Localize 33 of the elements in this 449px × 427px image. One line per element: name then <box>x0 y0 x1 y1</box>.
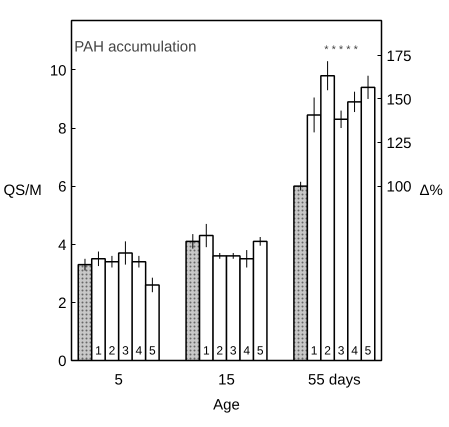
text: 1 <box>310 344 318 358</box>
y-tick-label: 10 <box>50 62 67 80</box>
text: 4 <box>243 344 250 358</box>
y2-tick-label: 125 <box>386 135 412 152</box>
y-tick-label: 4 <box>58 236 66 254</box>
y-tick-label: 8 <box>58 120 66 138</box>
y-tick-label: 6 <box>58 178 66 196</box>
category-label: 5 <box>256 344 264 358</box>
text: 4 <box>351 344 358 358</box>
text: 3 <box>230 344 237 358</box>
annotation: * * * * * <box>324 44 359 56</box>
x-axis-title: Age <box>213 396 240 414</box>
text: 2 <box>216 344 224 358</box>
text: 2 <box>324 344 331 358</box>
series-label: 3 <box>122 344 130 358</box>
y-tick-label: 2 <box>58 294 66 312</box>
y-tick-label: 0 <box>58 353 66 370</box>
text: 3 <box>338 344 344 358</box>
series-label: 2 <box>108 344 116 358</box>
y2-tick-label: 100 <box>386 178 412 196</box>
y-axis-title: QS/M <box>3 182 42 199</box>
y2-tick-label: 150 <box>386 91 412 108</box>
series-label: 5 <box>149 344 156 358</box>
y2-tick-label: 175 <box>386 48 412 65</box>
text: 1 <box>202 344 210 358</box>
x-tick-label: 55 days <box>308 372 361 388</box>
text: PAH accumulation <box>74 38 196 56</box>
y2-axis-title: Δ% <box>420 182 443 199</box>
category-label: 5 <box>364 344 372 358</box>
x-tick-label: 5 <box>114 372 123 388</box>
series-label: 1 <box>95 344 102 358</box>
series-label: 4 <box>136 344 143 358</box>
x-tick-label: 15 <box>218 372 235 388</box>
